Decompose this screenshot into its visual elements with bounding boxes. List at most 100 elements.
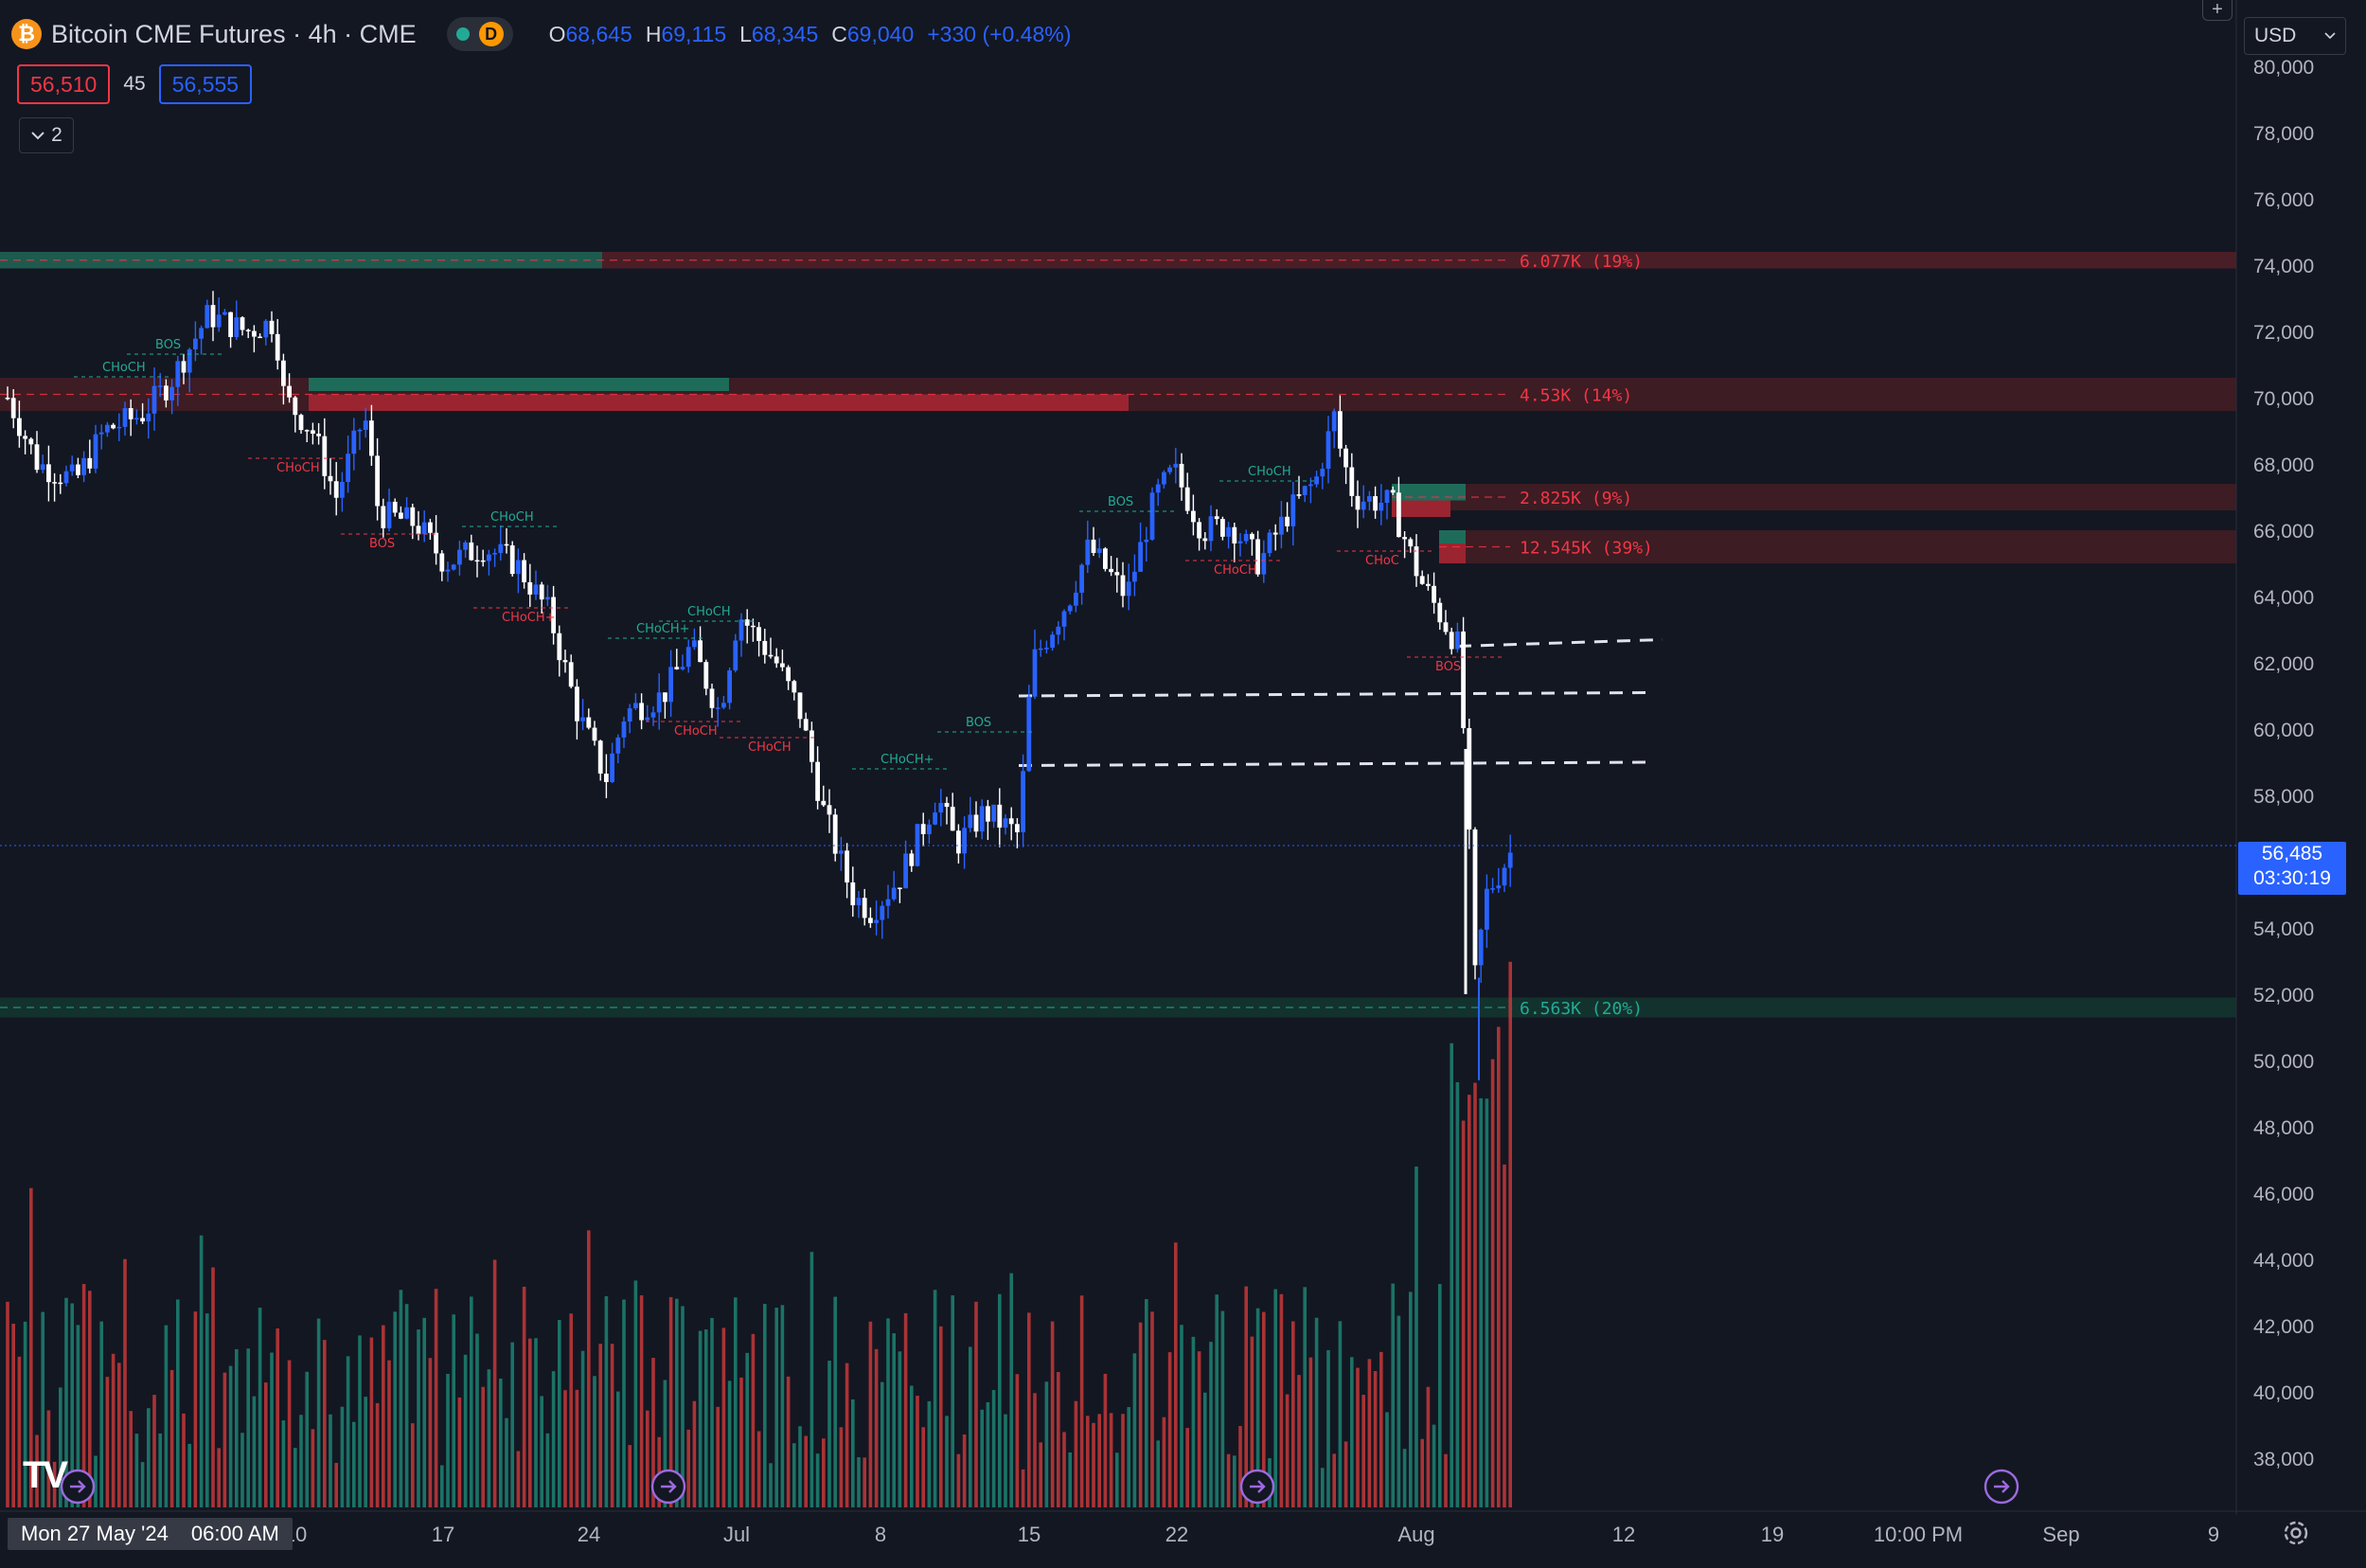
volume-bar [845, 1363, 849, 1507]
volume-bar [651, 1358, 655, 1507]
volume-bar [158, 1433, 162, 1507]
time-axis[interactable]: 10 17 24 Jul 8 15 22 Aug 12 19 10:00 PM Sep 9 [0, 1510, 2366, 1546]
volume-bar [646, 1410, 649, 1507]
volume-bar [193, 1311, 198, 1507]
volume-bar [35, 1434, 39, 1507]
price-axis[interactable]: 80,000 78,000 76,000 74,000 72,000 70,000 68,0… [0, 0, 2314, 1515]
candle-body [915, 824, 920, 866]
candle-body [1455, 631, 1460, 650]
price-tick-label: 62,000 [2253, 653, 2314, 675]
price-tick-label: 64,000 [2253, 587, 2314, 609]
add-plus-icon[interactable]: + [2202, 0, 2233, 21]
volume-bar [258, 1308, 262, 1507]
volume-bar [833, 1296, 837, 1507]
price-tick-label: 58,000 [2253, 786, 2314, 808]
symbol-title[interactable]: Bitcoin CME Futures · 4h · CME [51, 19, 417, 48]
currency-select[interactable]: USD [2244, 17, 2346, 55]
volume-bar [94, 1455, 98, 1507]
volume-bar [382, 1325, 385, 1507]
gear-icon[interactable] [2280, 1517, 2312, 1549]
volume-bar [927, 1400, 932, 1507]
candle-body [105, 424, 110, 433]
zone-block [1392, 484, 1466, 501]
candle-body [1202, 538, 1208, 542]
candle-body [404, 507, 409, 519]
volume-bar [1396, 1315, 1401, 1507]
candle-body [1120, 575, 1126, 597]
price-tick-label: 72,000 [2253, 322, 2314, 344]
candle-body [346, 454, 350, 482]
volume-bar [475, 1333, 479, 1507]
event-arrow-icon[interactable] [60, 1469, 96, 1505]
volume-layer [6, 961, 1512, 1507]
candle-body [258, 336, 262, 339]
volume-bar [886, 1318, 890, 1507]
candle-body [827, 805, 832, 815]
candle-body [575, 686, 579, 722]
volume-bar [1361, 1395, 1365, 1507]
candle-body [122, 408, 128, 427]
volume-bar [827, 1361, 831, 1507]
candle-body [792, 681, 797, 693]
candle-body [1467, 728, 1472, 830]
indicators-collapse-button[interactable]: 2 [19, 117, 74, 153]
volume-bar [299, 1415, 303, 1507]
candle-body [392, 501, 398, 513]
market-status-pill[interactable]: D [446, 17, 513, 51]
volume-bar [874, 1348, 879, 1507]
volume-bar [1468, 1095, 1471, 1507]
price-tick-label: 68,000 [2253, 454, 2314, 476]
candle-body [862, 898, 867, 918]
events-layer[interactable] [60, 1469, 2019, 1505]
delayed-badge: D [478, 22, 504, 46]
price-tick-label: 78,000 [2253, 123, 2314, 145]
volume-bar [545, 1433, 550, 1507]
volume-bar [1490, 1059, 1495, 1507]
volume-bar [857, 1456, 861, 1507]
candle-body [1144, 539, 1149, 543]
volume-bar [411, 1423, 415, 1507]
volume-bar [187, 1443, 191, 1507]
volume-bar [587, 1230, 591, 1507]
volume-bar [780, 1305, 785, 1507]
buy-button[interactable]: 56,555 [158, 64, 253, 104]
volume-bar [1356, 1367, 1360, 1507]
volume-bar [346, 1356, 350, 1507]
volume-bar [1479, 1097, 1483, 1507]
candle-body [680, 667, 685, 669]
zone-size-label: 4.53K (14%) [1520, 386, 1632, 406]
volume-bar [311, 1429, 315, 1507]
candle-body [656, 692, 662, 713]
candle-body [797, 692, 803, 720]
volume-bar [140, 1462, 145, 1507]
tradingview-logo[interactable]: TV [23, 1454, 68, 1496]
sell-button[interactable]: 56,510 [17, 64, 111, 104]
event-arrow-icon[interactable] [1984, 1469, 2019, 1505]
volume-bar [980, 1409, 984, 1507]
volume-bar [1409, 1292, 1413, 1507]
candle-body [527, 581, 533, 595]
volume-bar [211, 1267, 215, 1507]
event-arrow-icon[interactable] [650, 1469, 686, 1505]
spread-value: 45 [123, 73, 146, 95]
candle-body [1250, 533, 1254, 540]
volume-bar [352, 1421, 356, 1507]
volume-bar [1379, 1351, 1383, 1507]
candle-body [839, 850, 844, 854]
candle-body [1109, 568, 1113, 573]
volume-bar [1391, 1283, 1395, 1507]
candle-body [381, 506, 386, 528]
volume-bar [921, 1427, 925, 1507]
candle-body [421, 522, 427, 535]
volume-bar [563, 1390, 567, 1507]
volume-bar [1255, 1308, 1260, 1507]
candle-body [645, 717, 650, 721]
candle-body [627, 708, 632, 722]
event-arrow-icon[interactable] [1239, 1469, 1275, 1505]
volume-bar [945, 1416, 949, 1507]
volume-bar [898, 1351, 902, 1507]
candle-body [898, 887, 902, 890]
volume-bar [1074, 1400, 1078, 1507]
crosshair-date: Mon 27 May '24 [21, 1522, 169, 1545]
